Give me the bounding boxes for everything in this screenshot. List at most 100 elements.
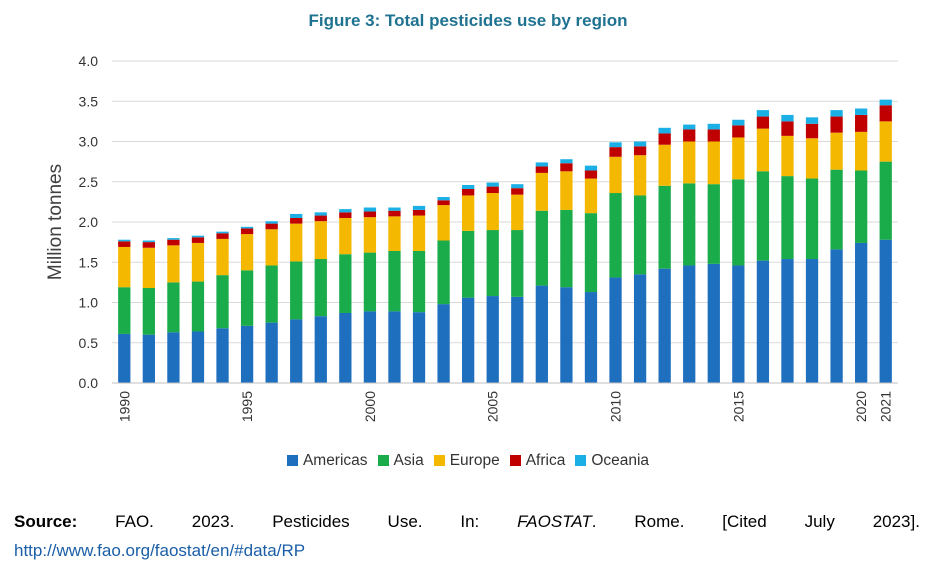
bar-segment-americas-2006 [511, 296, 524, 383]
bar-segment-americas-2012 [658, 268, 671, 383]
gridlines [112, 60, 898, 344]
bar-segment-oceania-1999 [339, 209, 352, 213]
bar-segment-americas-2000 [363, 311, 377, 383]
bar-segment-europe-1999 [339, 217, 352, 255]
bar-segment-americas-2019 [830, 249, 843, 383]
bar-segment-africa-1998 [314, 215, 327, 222]
bar-segment-oceania-2009 [584, 165, 598, 171]
bar-segment-americas-2005 [486, 296, 499, 383]
bar-segment-americas-2009 [584, 292, 598, 383]
bar-segment-europe-2020 [855, 131, 868, 171]
bar-segment-asia-2008 [560, 209, 573, 288]
bar-segment-europe-1998 [314, 221, 327, 260]
bar-segment-europe-2001 [388, 216, 401, 251]
bar-segment-asia-1997 [290, 261, 303, 320]
bar-segment-americas-2010 [609, 277, 622, 383]
bar-segment-africa-2005 [486, 186, 499, 194]
bar-segment-americas-1990 [118, 333, 131, 383]
x-tick-label: 2015 [730, 391, 746, 422]
bar-segment-americas-2017 [781, 259, 794, 383]
bar-segment-americas-1994 [216, 328, 229, 383]
bar-segment-europe-1990 [118, 246, 131, 288]
legend-item-europe: Europe [433, 452, 500, 470]
bar-segment-americas-2018 [805, 259, 819, 383]
bar-segment-africa-2002 [412, 209, 426, 216]
source-text-2: . Rome. [Cited July 2023]. [591, 512, 920, 531]
bar-segment-oceania-2015 [732, 119, 745, 126]
bar-segment-oceania-2000 [363, 207, 377, 212]
bar-segment-africa-2000 [363, 211, 377, 218]
bar-segment-africa-2018 [805, 123, 819, 139]
bar-segment-oceania-2014 [707, 123, 720, 130]
bar-segment-asia-1993 [191, 281, 205, 332]
bar-segment-oceania-2016 [756, 110, 770, 117]
bar-segment-asia-2002 [412, 250, 426, 313]
bar-segment-asia-2012 [658, 185, 671, 269]
bar-segment-europe-2014 [707, 141, 720, 185]
legend-item-asia: Asia [377, 452, 424, 470]
bar-segment-asia-2020 [855, 170, 868, 243]
chart-title: Figure 3: Total pesticides use by region [308, 11, 628, 30]
bar-segment-europe-1993 [191, 242, 205, 282]
x-tick-label: 2021 [878, 391, 894, 422]
chart-plot: 0.0 0.5 1.0 1.5 2.0 2.5 3.0 3.5 4.0 1990 1995 2000… [45, 53, 898, 422]
bar-segment-europe-2010 [609, 156, 622, 194]
y-tick-label: 2.5 [79, 174, 99, 190]
bar-segment-asia-2010 [609, 193, 622, 278]
y-tick-label: 3.0 [79, 134, 99, 150]
bar-segment-americas-2008 [560, 287, 573, 383]
bar-segment-europe-1996 [265, 229, 278, 266]
bar-segment-europe-2000 [363, 217, 377, 253]
x-tick-label: 1990 [116, 391, 132, 422]
bar-segment-oceania-1997 [290, 213, 303, 218]
bar-segment-africa-2017 [781, 121, 794, 136]
bar-segment-americas-1993 [191, 331, 205, 383]
bar-segment-africa-1990 [118, 241, 131, 247]
bar-segment-asia-1991 [142, 288, 155, 335]
bar-segment-asia-2004 [462, 230, 475, 298]
bar-segment-oceania-2007 [535, 162, 548, 167]
source-url-link[interactable]: http://www.fao.org/faostat/en/#data/RP [14, 541, 306, 560]
x-tick-label: 2000 [362, 391, 378, 422]
bar-segment-europe-1991 [142, 247, 155, 289]
y-tick-label: 0.5 [79, 335, 99, 351]
bar-segment-oceania-2018 [805, 117, 819, 124]
bar-segment-africa-2011 [633, 146, 647, 156]
y-tick-label: 1.0 [79, 295, 99, 311]
y-tick-label: 2.0 [79, 214, 99, 230]
legend-item-oceania: Oceania [575, 452, 649, 470]
x-tick-label: 2010 [608, 391, 624, 422]
bar-segment-asia-1992 [167, 282, 180, 333]
bar-segment-africa-2012 [658, 133, 671, 145]
bar-segment-americas-1995 [240, 325, 254, 383]
bar-segment-oceania-2011 [633, 141, 647, 147]
bar-segment-africa-2020 [855, 114, 868, 132]
legend-label: Asia [393, 452, 424, 469]
bar-segment-africa-2010 [609, 147, 622, 157]
bar-segment-europe-2012 [658, 144, 671, 186]
bar-segment-oceania-1995 [240, 226, 254, 229]
bar-segment-europe-2018 [805, 138, 819, 179]
bar-segment-africa-2008 [560, 163, 573, 172]
bar-segment-africa-1992 [167, 239, 180, 246]
bar-segment-oceania-1992 [167, 238, 180, 240]
bar-segment-americas-1999 [339, 312, 352, 383]
bar-segment-asia-2014 [707, 184, 720, 264]
bar-segment-asia-2016 [756, 171, 770, 261]
bar-segment-europe-2004 [462, 195, 475, 231]
bar-segment-africa-2007 [535, 166, 548, 173]
bar-segment-oceania-1990 [118, 239, 131, 242]
y-axis-title: Million tonnes [45, 164, 66, 280]
y-tick-label: 0.0 [79, 375, 99, 391]
bar-segment-oceania-2021 [879, 99, 892, 106]
bar-segment-americas-2016 [756, 260, 770, 383]
bar-segment-americas-1991 [142, 334, 155, 383]
bar-segment-oceania-1996 [265, 221, 278, 224]
source-italic: FAOSTAT [517, 512, 592, 531]
legend-swatch [509, 455, 521, 466]
legend-label: Americas [302, 452, 368, 469]
bar-segment-oceania-1993 [191, 235, 205, 238]
legend: Americas Asia Europe Africa Oceania [0, 452, 936, 470]
bar-segment-europe-1997 [290, 223, 303, 262]
bar-segment-africa-2004 [462, 188, 475, 196]
